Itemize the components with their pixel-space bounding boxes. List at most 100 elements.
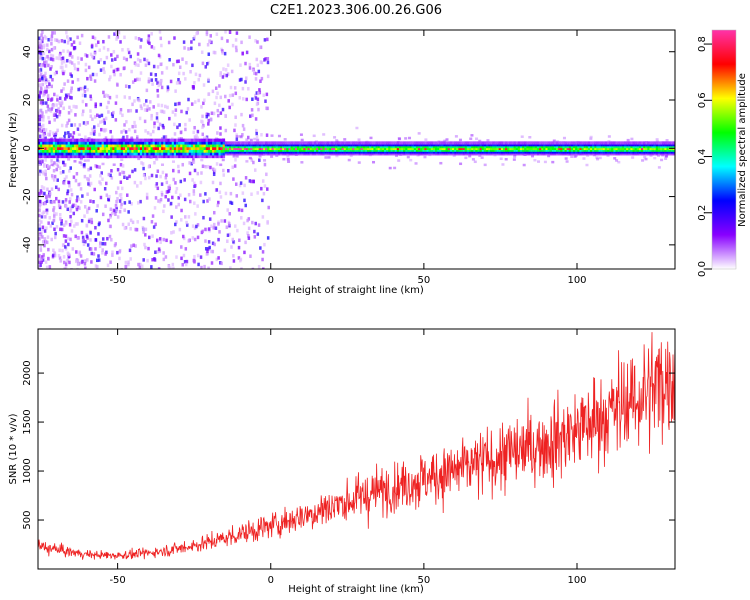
- spectrogram-cell: [615, 148, 618, 152]
- spectrogram-cell: [294, 146, 298, 150]
- spectrogram-cell: [101, 248, 104, 252]
- spectrogram-cell: [146, 138, 149, 142]
- spectrogram-cell: [371, 141, 374, 145]
- spectrogram-cell: [57, 107, 60, 111]
- spectrogram-cell: [178, 154, 181, 159]
- spectrogram-cell: [183, 46, 186, 50]
- spectrogram-cell: [44, 76, 47, 80]
- spectrogram-cell: [89, 131, 93, 136]
- spectrogram-cell: [44, 136, 47, 140]
- spectrogram-cell: [43, 57, 46, 61]
- spectrogram-cell: [492, 150, 495, 154]
- spectrogram-cell: [71, 154, 75, 159]
- spectrogram-cell: [68, 260, 71, 265]
- spectrogram-cell: [82, 165, 86, 169]
- spectrogram-cell: [114, 30, 118, 35]
- spectrogram-cell: [511, 144, 514, 149]
- spectrogram-cell: [57, 203, 61, 208]
- spectrogram-cell: [38, 141, 41, 145]
- spectrogram-cell: [180, 152, 183, 156]
- spectrogram-cell: [145, 108, 149, 112]
- spectrogram-cell: [256, 146, 260, 150]
- spectrogram-cell: [422, 146, 425, 150]
- spectrogram-cell: [501, 163, 505, 166]
- spectrogram-cell: [80, 260, 84, 265]
- spectrogram-cell: [324, 143, 328, 147]
- spectrogram-cell: [102, 90, 105, 95]
- spectrogram-cell: [324, 152, 328, 156]
- spectrogram-cell: [60, 222, 63, 226]
- spectrogram-cell: [373, 141, 376, 145]
- spectrogram-cell: [187, 97, 190, 102]
- spectrogram-cell: [247, 234, 250, 238]
- spectrogram-cell: [192, 258, 195, 263]
- spectrogram-cell: [445, 152, 449, 156]
- spectrogram-cell: [596, 144, 599, 149]
- spectrogram-cell: [424, 138, 428, 141]
- spectrogram-cell: [384, 144, 387, 149]
- spectrogram-cell: [165, 144, 168, 148]
- spectrogram-cell: [512, 158, 516, 161]
- spectrogram-cell: [193, 35, 196, 39]
- spectrogram-cell: [58, 110, 62, 114]
- spectrogram-cell: [192, 152, 196, 156]
- spectrogram-cell: [277, 148, 281, 152]
- spectrogram-cell: [184, 149, 187, 153]
- spectrogram-cell: [301, 144, 304, 149]
- spectrogram-cell: [39, 263, 42, 267]
- spectrogram-cell: [146, 144, 149, 148]
- spectrogram-cell: [38, 128, 41, 133]
- spectrogram-cell: [192, 158, 195, 162]
- spectrogram-cell: [183, 260, 187, 264]
- spectrogram-cell: [577, 144, 580, 149]
- spectrogram-cell: [231, 237, 235, 242]
- spectrogram-cell: [164, 135, 168, 139]
- spectrogram-cell: [125, 120, 128, 124]
- spectrogram-cell: [409, 158, 413, 162]
- spectrogram-cell: [254, 39, 257, 43]
- spectrogram-cell: [498, 143, 502, 147]
- spectrogram-cell: [207, 138, 211, 142]
- spectrogram-cell: [187, 192, 191, 197]
- spectrogram-cell: [564, 141, 567, 145]
- spectrogram-cell: [114, 149, 117, 153]
- spectrogram-cell: [360, 144, 364, 149]
- spectrogram-cell: [558, 146, 561, 150]
- spectrogram-cell: [144, 141, 147, 145]
- spectrogram-cell: [248, 35, 251, 39]
- spectrogram-cell: [575, 148, 578, 152]
- spectrogram-cell: [171, 110, 175, 114]
- spectrogram-cell: [309, 148, 313, 152]
- spectrogram-cell: [239, 143, 243, 147]
- spectrogram-cell: [41, 212, 44, 216]
- spectrogram-cell: [407, 150, 410, 154]
- spectrogram-cell: [212, 144, 215, 148]
- spectrogram-cell: [282, 157, 286, 161]
- spectrogram-cell: [526, 144, 529, 149]
- spectrogram-cell: [553, 148, 557, 152]
- spectrogram-cell: [364, 150, 368, 154]
- spectrogram-cell: [61, 200, 65, 204]
- spectrogram-cell: [420, 141, 423, 145]
- spectrogram-cell: [86, 176, 89, 181]
- spectrogram-cell: [85, 223, 88, 228]
- spectrogram-cell: [105, 181, 108, 186]
- spectrogram-cell: [102, 118, 106, 122]
- spectrogram-cell: [105, 144, 109, 148]
- spectrogram-cell: [158, 141, 162, 145]
- spectrogram-cell: [462, 150, 466, 154]
- spectrogram-cell: [422, 152, 425, 156]
- spectrogram-cell: [258, 141, 262, 145]
- spectrogram-cell: [280, 143, 283, 147]
- spectrogram-cell: [386, 152, 389, 156]
- spectrogram-cell: [77, 182, 80, 187]
- spectrogram-cell: [80, 146, 83, 150]
- spectrogram-cell: [127, 141, 130, 145]
- spectrogram-cell: [532, 144, 536, 149]
- spectrogram-cell: [233, 164, 237, 168]
- spectrogram-cell: [403, 141, 406, 145]
- snr-ylabel: SNR (10 * v/v): [8, 413, 19, 484]
- spectrogram-cell: [475, 152, 478, 156]
- spectrogram-cell: [128, 96, 131, 100]
- spectrogram-cell: [573, 141, 576, 145]
